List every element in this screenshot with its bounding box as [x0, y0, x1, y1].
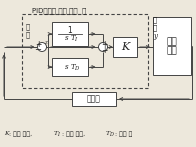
Text: T: T — [71, 63, 76, 71]
Text: T: T — [71, 34, 76, 42]
Text: : 적분 시간,: : 적분 시간, — [60, 131, 89, 137]
Text: 원: 원 — [26, 23, 30, 30]
Text: y: y — [153, 32, 157, 40]
Text: K: K — [121, 42, 129, 52]
Bar — [72, 92, 116, 106]
Text: T: T — [54, 131, 58, 136]
Text: : 미분 시: : 미분 시 — [113, 131, 132, 137]
Text: +: + — [35, 40, 41, 49]
Text: +: + — [101, 40, 107, 49]
Bar — [52, 58, 88, 76]
Text: 자: 자 — [26, 31, 30, 38]
Circle shape — [37, 42, 46, 51]
Text: T: T — [106, 131, 110, 136]
Circle shape — [99, 42, 107, 51]
Text: 작: 작 — [153, 16, 157, 23]
Text: 검출기: 검출기 — [87, 95, 101, 103]
Text: D: D — [74, 66, 79, 71]
Bar — [52, 22, 88, 46]
Text: PID동작의 제어 장치  조: PID동작의 제어 장치 조 — [32, 7, 86, 14]
Bar — [153, 17, 191, 75]
Text: s: s — [65, 63, 69, 71]
Text: : 비례 감도,: : 비례 감도, — [7, 131, 36, 137]
Text: I: I — [74, 37, 77, 42]
Text: D: D — [110, 132, 113, 137]
Text: I: I — [57, 132, 59, 137]
Text: 량: 량 — [153, 24, 157, 31]
Text: −: − — [34, 46, 42, 55]
Text: 1: 1 — [68, 26, 72, 35]
Text: K: K — [4, 131, 9, 136]
Text: +: + — [101, 46, 107, 55]
Text: s: s — [65, 34, 69, 42]
Bar — [113, 37, 137, 57]
Text: 제어: 제어 — [167, 37, 177, 46]
Text: z: z — [44, 40, 47, 45]
Bar — [22, 14, 148, 88]
Text: 대상: 대상 — [167, 46, 177, 56]
